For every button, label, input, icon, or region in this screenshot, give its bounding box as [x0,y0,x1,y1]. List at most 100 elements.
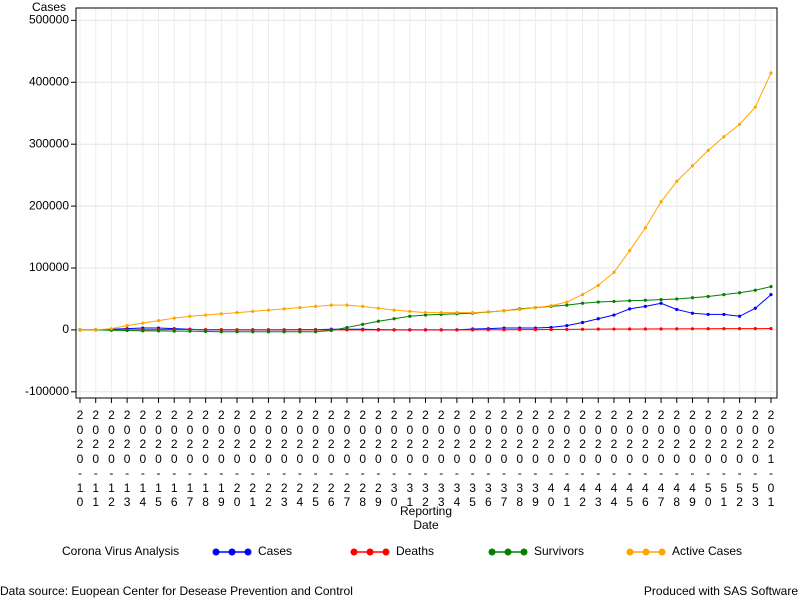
data-point [219,312,223,316]
data-point [518,307,522,312]
data-point [156,329,161,333]
x-tick-label: 2020-50 [704,408,712,509]
data-point [125,328,129,333]
data-point [690,296,695,300]
data-point [565,323,569,328]
data-point [345,303,349,307]
data-point [455,310,459,315]
data-point [675,327,679,331]
data-point [580,320,585,325]
data-point [549,304,553,308]
data-point [486,310,490,314]
data-point [141,321,145,325]
data-point [628,249,632,253]
data-point [376,328,380,332]
data-point [188,329,192,333]
x-tick-label: 2020-44 [610,408,618,509]
data-point [313,330,318,334]
x-tick-label: 2020-51 [720,408,728,509]
data-point [612,313,616,317]
x-tick-label: 2020-35 [469,408,476,509]
legend-marker [212,548,220,556]
data-point [722,293,726,297]
data-point [408,328,412,332]
y-tick-label: 100000 [29,260,69,274]
data-point [675,179,679,183]
y-tick-label: 500000 [29,13,69,27]
legend-title: Corona Virus Analysis [62,544,179,558]
legend-marker [658,548,666,556]
legend-marker [626,548,634,556]
data-point [455,328,459,332]
data-point [156,319,161,323]
data-point [392,317,396,321]
data-point [690,327,695,331]
x-tick-label: 2020-26 [327,408,335,509]
data-point [612,270,616,274]
data-point [392,328,396,332]
legend-marker [350,548,358,556]
legend-marker [520,548,528,556]
x-tick-label: 2020-38 [516,408,524,509]
data-point [769,71,773,75]
x-tick-label: 2020-14 [139,408,147,509]
data-point [188,314,192,318]
data-point [753,288,757,292]
x-tick-label: 2020-19 [217,408,225,509]
data-point [659,327,663,331]
data-point [549,327,553,332]
legend-label: Deaths [396,544,434,558]
x-tick-label: 2020-46 [642,408,649,509]
data-point [408,314,412,318]
data-point [643,304,647,308]
data-point [345,328,349,332]
x-tick-label: 2020-10 [76,408,84,509]
data-point [533,306,538,310]
data-point [565,300,569,304]
data-point [141,329,145,333]
data-point [690,311,695,315]
x-tick-label: 2020-12 [108,408,115,509]
data-point [737,291,742,295]
x-tick-label: 2020-34 [453,408,461,509]
data-point [109,327,114,331]
data-point [439,328,443,332]
data-point [628,299,632,303]
plot-frame [75,7,778,399]
data-point [235,330,239,334]
x-tick-label: 2020-53 [751,408,759,509]
x-tick-label: 2020-17 [186,408,194,509]
y-tick-label: 300000 [29,136,69,150]
data-point [596,283,600,287]
data-point [313,304,318,308]
data-point [518,328,522,332]
x-tick-label: 2020-42 [579,408,586,509]
legend-marker [366,548,374,556]
x-tick-label: 2020-23 [280,408,288,509]
x-tick-label: 2020-15 [155,408,162,509]
x-tick-label: 2020-28 [359,408,367,509]
data-point [471,328,475,332]
data-point [361,304,365,308]
data-point [643,327,647,331]
data-point [753,327,757,331]
x-tick-label: 2020-22 [265,408,272,509]
data-point [706,148,710,152]
data-point [706,294,710,299]
x-tick-label: 2020-13 [123,408,131,509]
legend-marker [642,548,650,556]
data-point [596,327,600,331]
data-point [628,307,632,311]
data-point [769,293,773,297]
data-point [737,327,742,331]
data-point [439,310,443,315]
legend-label: Survivors [534,544,584,558]
x-tick-label: 2020-36 [484,408,492,509]
data-point [266,308,271,312]
data-point [675,307,679,312]
legend-marker [504,548,512,556]
x-tick-label: 2020-40 [547,408,555,509]
footnote: Data source: Euopean Center for Desease … [0,584,353,598]
